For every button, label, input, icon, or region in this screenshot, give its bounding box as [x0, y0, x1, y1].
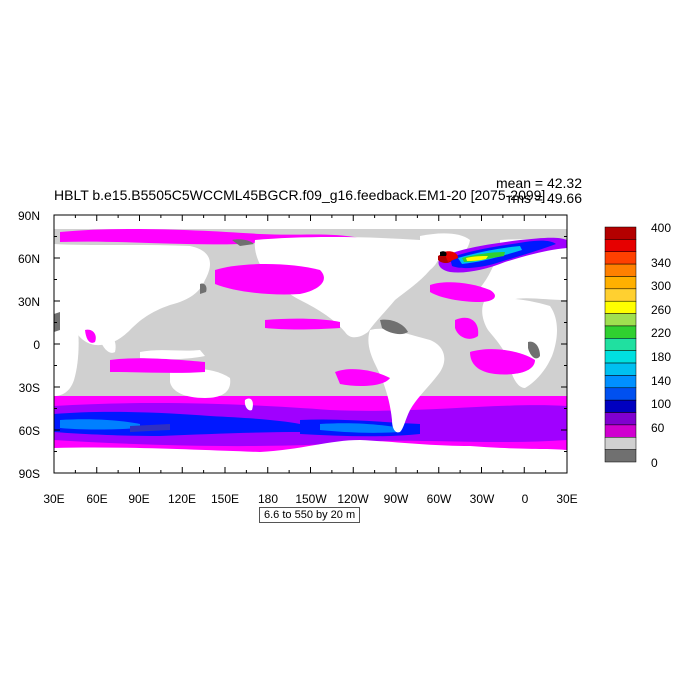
asia-land: [54, 244, 210, 346]
x-label-30w: 30W: [469, 492, 495, 506]
antarctica: [54, 440, 567, 473]
colorbar-swatch: [604, 313, 637, 327]
colorbar-swatch: [604, 412, 637, 426]
x-label-30e-right: 30E: [556, 492, 578, 506]
plot-title: HBLT b.e15.B5505C5WCCML45BGCR.f09_g16.fe…: [54, 187, 546, 203]
contour-info-label: 6.6 to 550 by 20 m: [259, 507, 361, 523]
rms-value: rms = 49.66: [507, 190, 582, 206]
legend-label-100: 100: [651, 397, 672, 411]
map-field: [54, 215, 567, 473]
colorbar-swatch: [604, 239, 637, 252]
x-label-120e: 120E: [167, 492, 197, 506]
colorbar-swatch: [604, 263, 637, 277]
legend-label-60: 60: [651, 421, 665, 435]
legend-label-140: 140: [651, 374, 672, 388]
y-label-60s: 60S: [18, 424, 40, 438]
legend-label-340: 340: [651, 256, 672, 270]
legend-label-220: 220: [651, 326, 672, 340]
x-label-90e: 90E: [128, 492, 150, 506]
colorbar-swatch: [604, 387, 637, 401]
colorbar-swatch: [604, 251, 637, 265]
legend-label-400: 400: [651, 221, 672, 235]
x-label-180: 180: [257, 492, 279, 506]
y-label-30n: 30N: [17, 295, 40, 309]
colorbar-swatch: [604, 276, 637, 290]
colorbar: [604, 226, 637, 463]
colorbar-swatch: [604, 350, 637, 364]
x-label-30e: 30E: [43, 492, 65, 506]
y-label-30s: 30S: [18, 381, 40, 395]
x-label-0: 0: [521, 492, 529, 506]
south-america-land: [368, 328, 445, 433]
colorbar-swatch: [604, 338, 637, 351]
x-label-90w: 90W: [383, 492, 409, 506]
colorbar-swatch: [604, 362, 637, 376]
legend-label-180: 180: [651, 350, 672, 364]
legend-label-300: 300: [651, 279, 672, 293]
colorbar-swatch: [604, 288, 637, 302]
colorbar-swatch: [604, 300, 637, 314]
y-label-90n: 90N: [17, 209, 40, 223]
x-label-150e: 150E: [210, 492, 240, 506]
x-label-60w: 60W: [426, 492, 452, 506]
australia-land: [170, 368, 231, 398]
x-label-60e: 60E: [86, 492, 108, 506]
africa-land: [482, 298, 557, 388]
legend-label-260: 260: [651, 303, 672, 317]
mean-value: mean = 42.32: [495, 175, 582, 191]
x-label-150w: 150W: [295, 492, 327, 506]
southern-blue-band-1: [54, 411, 300, 436]
colorbar-swatch: [604, 424, 637, 438]
colorbar-swatch: [604, 449, 637, 463]
colorbar-swatch: [604, 226, 637, 240]
y-label-0: 0: [33, 338, 40, 352]
colorbar-swatch: [604, 437, 637, 450]
y-label-60n: 60N: [17, 252, 40, 266]
x-label-120w: 120W: [337, 492, 369, 506]
north-pacific-patch: [215, 264, 324, 295]
colorbar-swatch: [604, 325, 637, 339]
north-america-land: [254, 237, 439, 338]
y-label-90s: 90S: [18, 467, 40, 481]
colorbar-swatch: [604, 375, 637, 389]
africa-east-land: [54, 300, 79, 396]
legend-label-0: 0: [651, 456, 658, 470]
colorbar-swatch: [604, 399, 637, 413]
